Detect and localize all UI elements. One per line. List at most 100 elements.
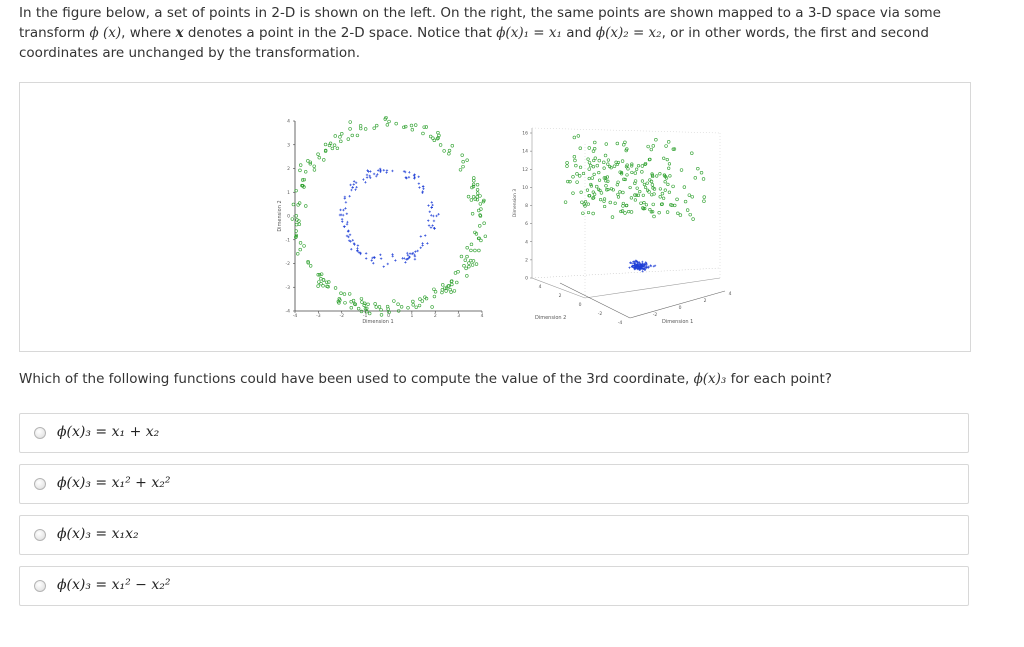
- green-3d-point: [658, 172, 662, 176]
- outer-ring-point: [312, 168, 317, 172]
- green-3d-point: [612, 164, 617, 168]
- outer-ring-point: [304, 204, 308, 208]
- answer-option-4[interactable]: ϕ(x)₃ = x₁² − x₂²: [19, 566, 969, 606]
- blue-3d-point: [645, 266, 648, 269]
- green-3d-point: [629, 196, 633, 200]
- outer-ring-point: [465, 158, 469, 162]
- outer-ring-point: [317, 155, 321, 160]
- radio-button-2[interactable]: [34, 478, 46, 490]
- green-3d-point: [579, 190, 583, 194]
- outer-ring-point: [339, 291, 343, 295]
- inner-ring-point: [379, 169, 382, 172]
- green-3d-point: [604, 142, 608, 146]
- outer-ring-point: [456, 270, 460, 274]
- green-3d-point: [625, 173, 629, 177]
- answer-option-3[interactable]: ϕ(x)₃ = x₁x₂: [19, 515, 969, 555]
- green-3d-point: [618, 190, 622, 194]
- green-3d-point: [649, 210, 654, 214]
- outer-ring-point: [471, 195, 476, 199]
- radio-button-3[interactable]: [34, 529, 46, 541]
- radio-button-1[interactable]: [34, 427, 46, 439]
- inner-ring-point: [344, 207, 347, 210]
- inner-ring-point: [406, 251, 409, 255]
- green-3d-point: [662, 173, 666, 177]
- outer-ring-point: [473, 248, 477, 253]
- blue-3d-point: [653, 264, 657, 267]
- green-3d-point: [573, 158, 577, 163]
- green-3d-point: [636, 164, 641, 168]
- green-3d-point: [587, 167, 591, 171]
- answer-option-1[interactable]: ϕ(x)₃ = x₁ + x₂: [19, 413, 969, 453]
- inner-ring-point: [342, 208, 345, 212]
- green-3d-point: [590, 176, 595, 180]
- left-y-tick-label: 3: [287, 142, 290, 148]
- blue-3d-point: [631, 264, 634, 268]
- green-3d-point: [675, 197, 679, 202]
- green-3d-point: [633, 198, 637, 202]
- green-3d-point: [603, 204, 607, 209]
- inner-ring-point: [430, 201, 433, 204]
- inner-ring-point: [414, 250, 417, 253]
- outer-ring-point: [327, 143, 332, 148]
- green-3d-point: [662, 196, 666, 200]
- green-3d-point: [668, 174, 672, 178]
- inner-ring-point: [379, 253, 382, 257]
- inner-ring-point: [350, 188, 353, 192]
- right-dim1-tick-label: 2: [704, 298, 707, 304]
- green-3d-point: [574, 163, 578, 168]
- outer-ring-point: [330, 146, 335, 151]
- outer-ring-point: [348, 120, 352, 124]
- outer-ring-point: [392, 299, 396, 303]
- blue-3d-point: [641, 270, 644, 273]
- inner-ring-point: [402, 170, 406, 173]
- right-dim2-tick-label: -4: [618, 320, 623, 326]
- outer-ring-point: [470, 212, 475, 216]
- outer-ring-point: [463, 258, 467, 262]
- answer-option-2[interactable]: ϕ(x)₃ = x₁² + x₂²: [19, 464, 969, 504]
- green-3d-point: [640, 179, 645, 183]
- green-3d-point: [651, 202, 655, 207]
- green-3d-point: [634, 193, 638, 197]
- blue-3d-point: [645, 261, 648, 265]
- green-3d-point: [595, 184, 599, 189]
- outer-ring-point: [365, 306, 369, 310]
- outer-ring-point: [360, 300, 364, 304]
- outer-ring-point: [472, 179, 476, 183]
- inner-ring-point: [422, 187, 425, 191]
- intro-line-2: transform ϕ (x), where x denotes a point…: [19, 23, 1009, 43]
- blue-3d-point: [641, 267, 645, 271]
- right-z-tick-label: 12: [522, 167, 528, 173]
- green-3d-point: [644, 203, 649, 207]
- inner-ring-point: [345, 234, 349, 238]
- inner-ring-point: [432, 226, 436, 230]
- right-dim2-tick-label: -2: [598, 311, 603, 317]
- right-dim2-label: Dimension 2: [535, 315, 566, 321]
- left-x-tick-label: -1: [363, 313, 368, 319]
- outer-ring-point: [411, 303, 415, 307]
- blue-3d-point: [642, 263, 645, 266]
- left-points: [290, 115, 488, 317]
- green-3d-point: [652, 214, 656, 219]
- green-3d-point: [672, 147, 677, 151]
- outer-ring-point: [319, 281, 323, 286]
- inner-ring-point: [406, 254, 410, 257]
- left-x-tick-label: 4: [481, 313, 484, 319]
- outer-ring-point: [298, 163, 303, 167]
- intro-and: and: [561, 25, 596, 41]
- outer-ring-point: [379, 308, 383, 312]
- green-3d-point: [699, 171, 704, 175]
- green-3d-point: [605, 188, 609, 192]
- outer-ring-point: [300, 178, 305, 182]
- green-3d-point: [643, 185, 648, 190]
- blue-3d-point: [642, 265, 645, 268]
- outer-ring-point: [450, 282, 454, 287]
- right-points: [563, 134, 706, 273]
- green-3d-point: [602, 197, 607, 201]
- outer-ring-point: [430, 305, 434, 309]
- question-text: Which of the following functions could h…: [19, 371, 832, 387]
- outer-ring-point: [475, 191, 480, 195]
- green-3d-point: [580, 200, 584, 204]
- outer-ring-point: [335, 146, 340, 150]
- outer-ring-point: [353, 302, 358, 307]
- radio-button-4[interactable]: [34, 580, 46, 592]
